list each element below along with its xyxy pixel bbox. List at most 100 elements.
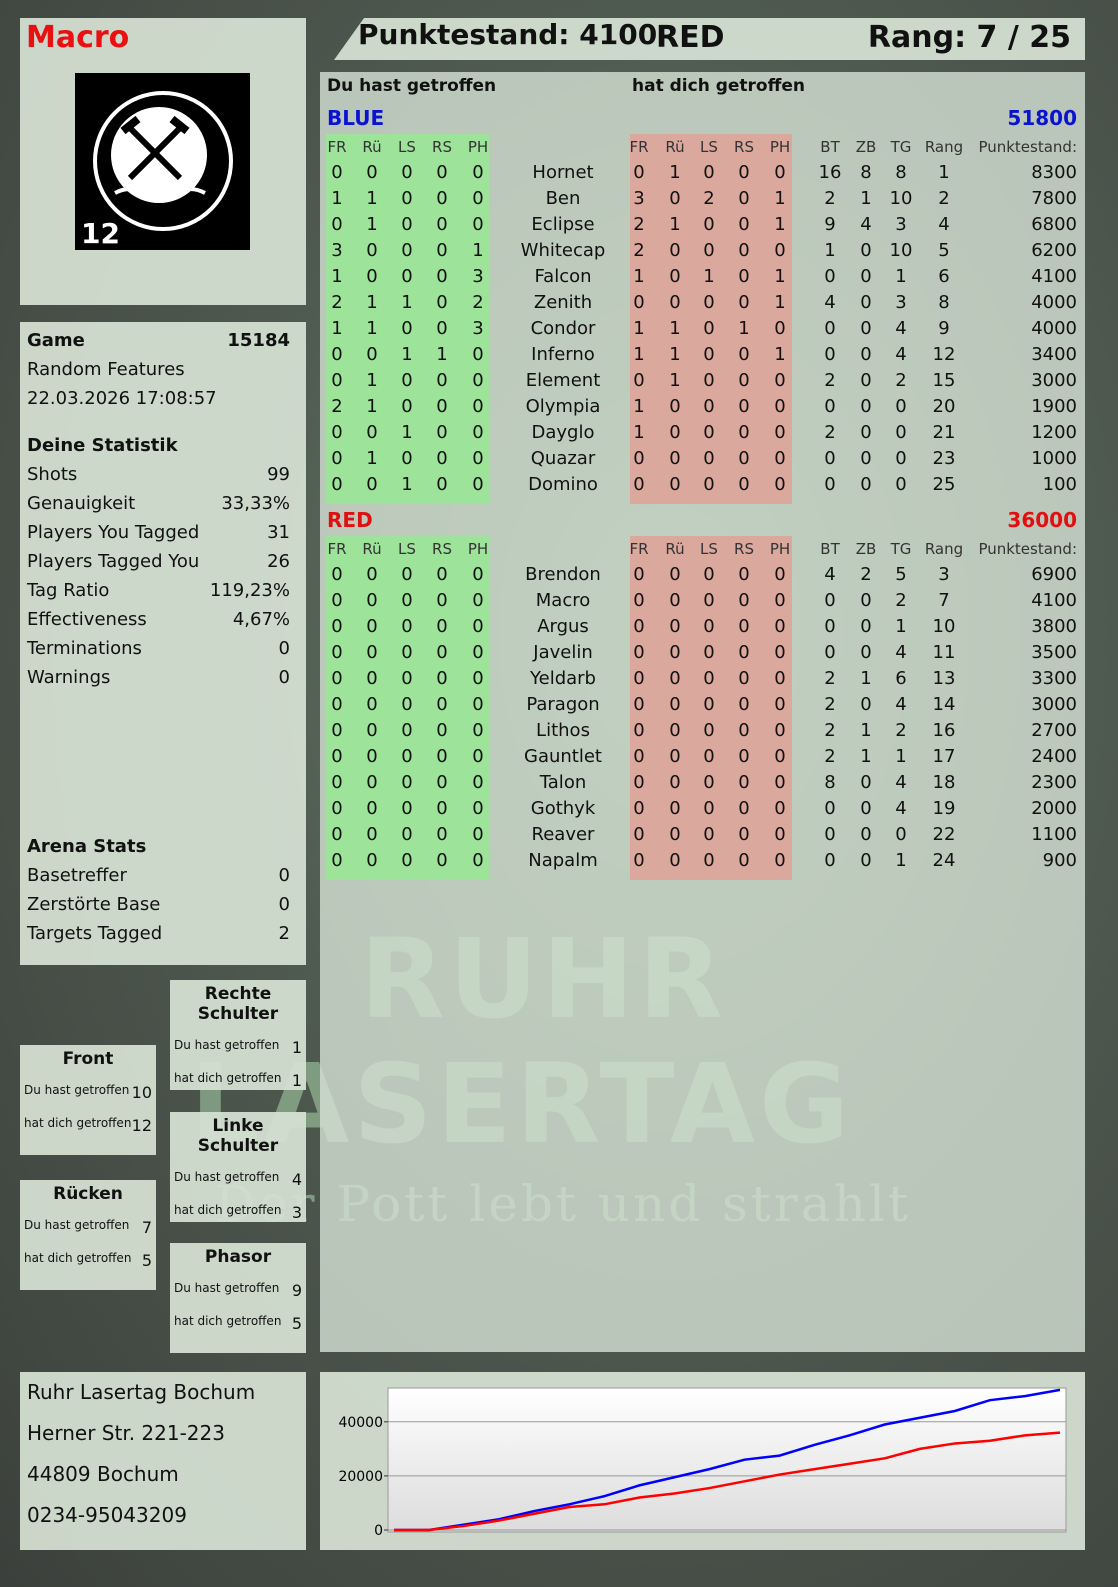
hit-you-cell: 1 [774,344,786,365]
stat-label: Warnings [27,667,111,688]
rank-cell: 13 [932,668,956,689]
player-name: Gothyk [530,798,596,819]
you-hit-cell: 0 [472,642,484,663]
you-hit-cell: 0 [366,824,378,845]
you-hit-cell: 0 [366,642,378,663]
hitbox-right-shoulder: Rechte Schulter Du hast getroffen 1 hat dic… [170,980,306,1090]
score-cell: 6800 [1031,214,1077,235]
you-hit-cell: 0 [436,772,448,793]
player-name: Hornet [532,162,594,183]
you-hit-cell: 0 [436,214,448,235]
tg-cell: 1 [895,746,907,767]
hit-you-cell: 0 [738,720,750,741]
you-hit-cell: 1 [366,214,378,235]
column-header: PH [769,540,791,558]
player-row: 0 0 0 0 0 Hornet 0 1 0 0 0 16 8 8 1 8300 [320,162,1085,188]
hit-you-cell: 0 [633,720,645,741]
hitbox-line-value: 4 [291,1170,302,1189]
bt-cell: 0 [824,344,836,365]
you-hit-cell: 0 [472,616,484,637]
stat-label: Tag Ratio [27,580,110,601]
tg-cell: 5 [895,564,907,585]
bt-cell: 0 [824,616,836,637]
player-row: 0 0 0 0 0 Argus 0 0 0 0 0 0 0 1 10 3800 [320,616,1085,642]
rank-label: Rang: 7 / 25 [867,20,1071,55]
you-hit-cell: 0 [436,668,448,689]
plot-area [387,1387,1067,1533]
you-hit-cell: 0 [331,564,343,585]
hit-you-cell: 0 [669,188,681,209]
score-cell: 3800 [1031,616,1077,637]
you-hit-cell: 1 [366,396,378,417]
hit-you-cell: 0 [738,292,750,313]
bt-cell: 2 [824,746,836,767]
hit-you-cell: 0 [703,668,715,689]
you-hit-cell: 0 [401,240,413,261]
you-hit-cell: 0 [401,162,413,183]
you-hit-cell: 0 [401,214,413,235]
tg-cell: 3 [895,292,907,313]
you-hit-cell: 0 [472,474,484,495]
you-hit-cell: 0 [366,162,378,183]
player-name: Whitecap [520,240,606,261]
svg-text:12: 12 [81,217,120,250]
player-name: Olympia [525,396,601,417]
you-hit-cell: 0 [331,162,343,183]
player-name: Macro [26,20,130,55]
score-cell: 4000 [1031,318,1077,339]
rank-cell: 18 [932,772,956,793]
hit-you-cell: 0 [633,694,645,715]
zb-cell: 1 [860,720,872,741]
hit-you-cell: 0 [774,240,786,261]
tg-cell: 10 [889,188,913,209]
player-name: Quazar [530,448,596,469]
score-chart: 0 20000 40000 [338,1387,1067,1539]
you-hit-cell: 0 [472,824,484,845]
stat-value: 0 [278,667,290,688]
hit-you-cell: 0 [738,214,750,235]
player-row: 0 0 1 1 0 Inferno 1 1 0 0 1 0 0 4 12 3400 [320,344,1085,370]
hitbox-line: hat dich getroffen 5 [24,1251,152,1270]
score-cell: 3000 [1031,370,1077,391]
hit-you-cell: 2 [703,188,715,209]
hitbox-line-label: Du hast getroffen [174,1038,280,1052]
hit-you-cell: 0 [774,422,786,443]
hitbox-line: hat dich getroffen 12 [24,1116,152,1135]
hit-you-cell: 0 [703,850,715,871]
column-header: Rang [924,540,964,558]
zb-cell: 0 [860,474,872,495]
column-header: Punktestand: [978,540,1077,558]
series-line-0 [394,1388,1061,1532]
hit-you-cell: 0 [669,422,681,443]
address-line: 0234-95043209 [27,1503,187,1527]
you-hit-cell: 1 [366,188,378,209]
tg-cell: 2 [895,370,907,391]
tg-cell: 0 [895,448,907,469]
player-name: Javelin [533,642,593,663]
hit-you-cell: 1 [774,292,786,313]
you-hit-cell: 0 [436,850,448,871]
you-hit-cell: 0 [472,590,484,611]
you-hit-cell: 0 [436,642,448,663]
player-name: Dayglo [531,422,595,443]
tg-cell: 0 [895,824,907,845]
y-tick-label: 40000 [338,1415,383,1431]
bt-cell: 0 [824,590,836,611]
you-hit-cell: 1 [331,318,343,339]
hit-you-cell: 0 [774,396,786,417]
column-header: PH [467,540,489,558]
you-hit-cell: 0 [366,422,378,443]
hit-you-cell: 0 [738,694,750,715]
zb-cell: 0 [860,798,872,819]
you-hit-cell: 1 [366,318,378,339]
rank-cell: 7 [938,590,950,611]
hitbox-title: Rechte Schulter [197,984,279,1024]
bt-cell: 2 [824,694,836,715]
you-hit-cell: 0 [436,824,448,845]
stat-value: 33,33% [221,493,290,514]
you-hit-cell: 0 [366,266,378,287]
you-hit-cell: 0 [472,694,484,715]
player-row: 0 1 0 0 0 Element 0 1 0 0 0 2 0 2 15 3000 [320,370,1085,396]
you-hit-cell: 0 [366,240,378,261]
y-tick-label: 0 [374,1523,383,1539]
